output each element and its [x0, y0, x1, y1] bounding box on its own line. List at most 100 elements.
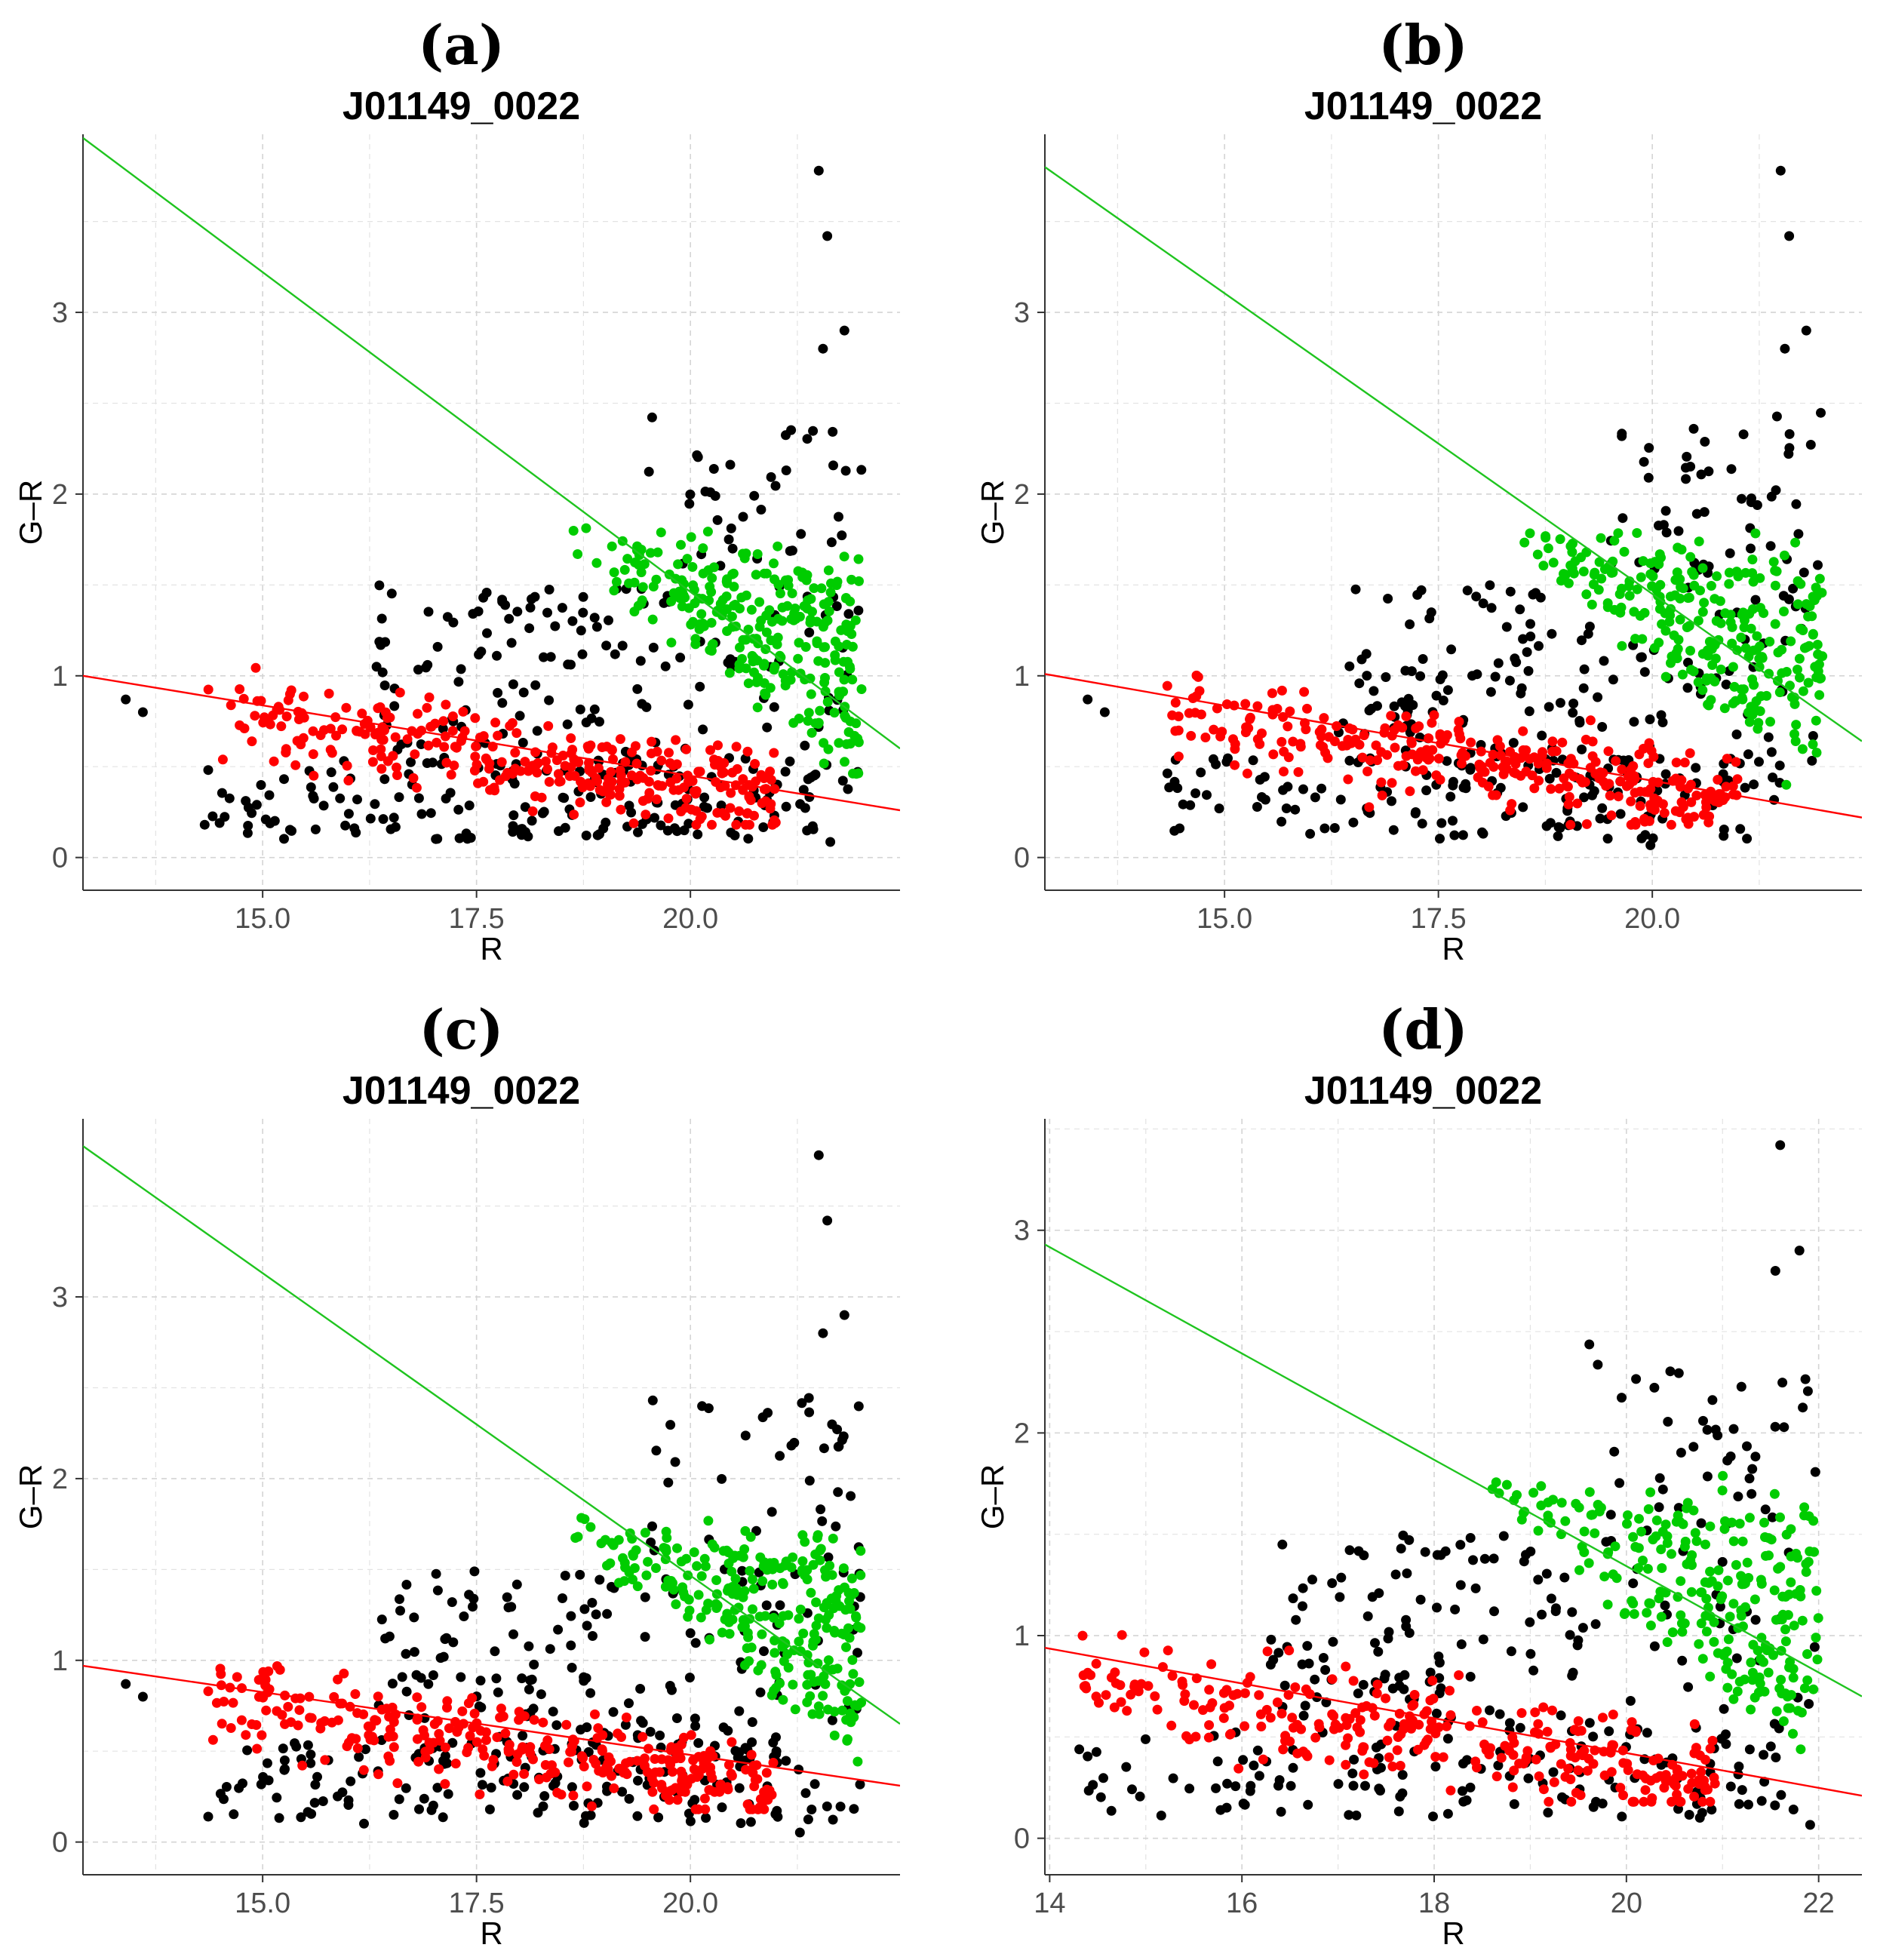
point-black [594, 717, 604, 727]
point-green [1793, 665, 1802, 674]
point-green [1637, 634, 1648, 644]
point-black [1196, 767, 1206, 778]
point-black [817, 1516, 828, 1526]
point-red [705, 1762, 716, 1773]
point-green [797, 1556, 808, 1566]
point-black [1504, 675, 1515, 686]
point-green [673, 559, 684, 570]
point-black [241, 796, 251, 806]
point-red [469, 1708, 480, 1719]
point-red [689, 1764, 699, 1774]
point-black [395, 1594, 404, 1605]
point-black [1617, 1393, 1627, 1403]
point-green [1563, 578, 1574, 588]
point-black [1805, 440, 1816, 450]
point-black [1252, 802, 1262, 812]
point-green [1667, 1627, 1678, 1638]
point-red [1651, 1773, 1661, 1783]
point-black [548, 1707, 558, 1717]
point-red [1438, 1752, 1448, 1762]
point-black [1735, 824, 1746, 834]
point-black [1577, 635, 1587, 646]
point-black [1238, 1799, 1249, 1809]
point-green [821, 1614, 831, 1625]
point-green [1706, 581, 1716, 591]
point-black [1442, 685, 1453, 696]
point-green [681, 1553, 692, 1564]
point-black [725, 459, 736, 470]
point-green [808, 1559, 819, 1570]
point-red [607, 776, 617, 787]
point-red [470, 713, 481, 723]
point-red [424, 692, 435, 702]
point-red [567, 745, 578, 755]
point-black [524, 1641, 534, 1651]
point-black [508, 1629, 518, 1639]
point-black [1524, 706, 1534, 717]
point-black [1584, 622, 1595, 631]
point-black [685, 1816, 696, 1826]
point-red [532, 767, 542, 778]
point-black [354, 1752, 364, 1762]
point-black [557, 603, 567, 613]
point-black [242, 828, 253, 838]
point-green [751, 677, 762, 687]
y-tick-label: 2 [1014, 479, 1030, 511]
red-line [83, 674, 900, 812]
point-black [1347, 1768, 1358, 1779]
point-black [1649, 1382, 1660, 1393]
point-red [1254, 1690, 1264, 1700]
point-red [241, 1730, 251, 1740]
point-black [1805, 1820, 1815, 1830]
point-black [834, 512, 843, 522]
point-black [756, 505, 766, 515]
point-green [1744, 1513, 1755, 1523]
point-black [1769, 1719, 1780, 1729]
point-black [243, 821, 253, 831]
point-black [409, 1647, 419, 1657]
point-black [411, 1670, 422, 1680]
point-green [1632, 584, 1642, 594]
point-red [364, 1730, 374, 1740]
point-green [700, 1561, 711, 1571]
point-red [1181, 1731, 1191, 1741]
point-red [1284, 1645, 1295, 1656]
point-black [214, 818, 225, 828]
point-green [761, 627, 772, 637]
point-black [207, 811, 218, 822]
point-black [762, 722, 773, 733]
point-red [1190, 1731, 1201, 1742]
point-red [1675, 807, 1685, 818]
point-red [1694, 1775, 1704, 1786]
point-black [1691, 508, 1702, 519]
point-red [1534, 776, 1544, 786]
point-red [268, 710, 278, 720]
point-red [663, 813, 674, 824]
point-red [1252, 701, 1263, 711]
point-red [751, 776, 761, 787]
point-black [1677, 1655, 1688, 1666]
point-green [1747, 1675, 1758, 1685]
point-red [434, 1728, 444, 1739]
point-black [394, 792, 404, 803]
point-black [1546, 1593, 1556, 1604]
point-green [1703, 1578, 1714, 1588]
point-red [1507, 1782, 1518, 1793]
point-red [1732, 774, 1743, 785]
point-green [1632, 528, 1642, 538]
point-green [852, 1700, 863, 1711]
point-black [442, 612, 453, 622]
point-red [1498, 762, 1508, 773]
point-red [1369, 1710, 1380, 1721]
point-green [1628, 1531, 1639, 1542]
point-green [643, 1556, 653, 1567]
point-red [441, 757, 452, 768]
point-green [1660, 671, 1671, 682]
point-green [1610, 1541, 1620, 1552]
point-black [1567, 1607, 1577, 1617]
point-black [351, 828, 361, 838]
point-red [508, 1769, 519, 1780]
point-black [1279, 1680, 1290, 1691]
point-green [1676, 1576, 1686, 1587]
point-black [1168, 1773, 1178, 1783]
